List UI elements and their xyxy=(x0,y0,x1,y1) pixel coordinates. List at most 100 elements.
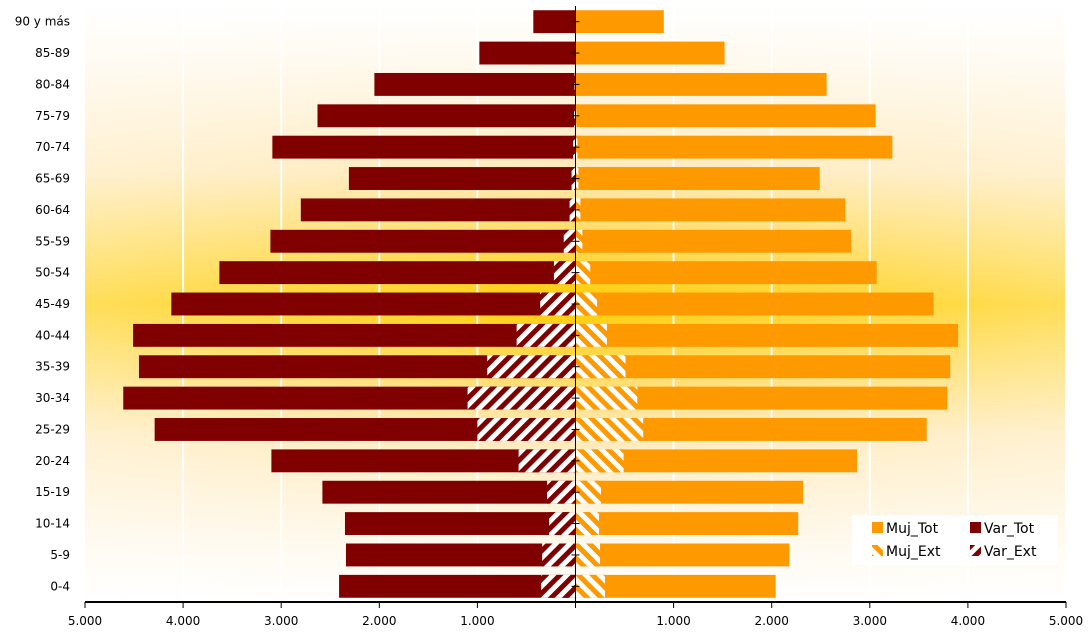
bar-muj-tot-70-74 xyxy=(575,135,893,159)
axes: 0-4 5-9 10-14 15-19 20-24 25-29 30-34 35-39 40-4… xyxy=(15,6,1083,628)
bar-muj-ext-45-49 xyxy=(575,292,598,316)
bar-var-ext-45-49 xyxy=(540,292,576,316)
bar-muj-tot-15-19 xyxy=(575,480,804,504)
bar-var-tot-75-79 xyxy=(317,104,576,128)
bar-var-tot-25-29 xyxy=(154,418,576,441)
bar-muj-ext-35-39 xyxy=(575,355,626,379)
x-tick-label: 5.000 xyxy=(1049,614,1083,628)
y-tick-label: 20-24 xyxy=(35,454,70,468)
bars xyxy=(123,10,959,598)
bar-var-ext-40-44 xyxy=(516,323,576,347)
y-tick-label: 15-19 xyxy=(35,485,70,499)
x-tick-label: 5.000 xyxy=(68,614,102,628)
bar-var-ext-0-4 xyxy=(541,574,576,598)
bar-var-tot-45-49 xyxy=(171,292,576,316)
bar-var-tot-30-34 xyxy=(123,386,576,410)
y-tick-label: 65-69 xyxy=(35,172,70,186)
y-tick-label: 55-59 xyxy=(35,234,70,248)
y-tick-label: 30-34 xyxy=(35,391,70,405)
bar-var-tot-5-9 xyxy=(345,543,576,567)
y-tick-label: 0-4 xyxy=(50,579,70,593)
bar-var-ext-5-9 xyxy=(542,543,576,567)
x-tick-label: 4.000 xyxy=(951,614,985,628)
bar-muj-tot-25-29 xyxy=(575,418,927,441)
y-tick-label: 35-39 xyxy=(35,360,70,374)
legend-swatch-muj-ext xyxy=(872,545,883,556)
bar-var-tot-60-64 xyxy=(300,198,576,222)
bar-muj-ext-50-54 xyxy=(575,261,591,285)
bar-var-tot-40-44 xyxy=(133,323,576,347)
y-tick-label: 40-44 xyxy=(35,328,70,342)
bar-muj-tot-75-79 xyxy=(575,104,876,128)
bar-var-ext-20-24 xyxy=(518,449,576,473)
x-tick-label: 4.000 xyxy=(166,614,200,628)
bar-var-ext-25-29 xyxy=(477,418,576,441)
bar-muj-tot-10-14 xyxy=(575,512,799,536)
x-tick-label: 3.000 xyxy=(264,614,298,628)
bar-muj-tot-35-39 xyxy=(575,355,951,379)
legend: Muj_Tot Var_Tot Muj_Ext Var_Ext xyxy=(852,515,1058,565)
bar-muj-ext-0-4 xyxy=(575,574,605,598)
bar-var-tot-0-4 xyxy=(339,574,576,598)
bar-var-ext-55-59 xyxy=(563,229,576,253)
y-tick-label: 45-49 xyxy=(35,297,70,311)
bar-muj-ext-30-34 xyxy=(575,386,638,410)
bar-muj-tot-20-24 xyxy=(575,449,858,473)
bar-muj-tot-90-y-más xyxy=(575,10,664,34)
x-tick-label: 2.000 xyxy=(362,614,396,628)
bar-var-tot-80-84 xyxy=(374,72,576,96)
x-tick-label: 1.000 xyxy=(656,614,690,628)
bar-var-tot-10-14 xyxy=(344,512,576,536)
y-tick-label: 75-79 xyxy=(35,109,70,123)
y-tick-label: 85-89 xyxy=(35,46,70,60)
y-tick-label: 50-54 xyxy=(35,266,70,280)
legend-swatch-muj-tot xyxy=(872,522,883,533)
bar-var-ext-15-19 xyxy=(547,480,576,504)
legend-label: Muj_Ext xyxy=(886,544,941,560)
bar-muj-tot-85-89 xyxy=(575,41,725,65)
bar-muj-tot-55-59 xyxy=(575,229,852,253)
bar-muj-tot-40-44 xyxy=(575,323,959,347)
bar-var-tot-20-24 xyxy=(271,449,576,473)
y-tick-label: 80-84 xyxy=(35,77,70,91)
bar-muj-ext-20-24 xyxy=(575,449,624,473)
x-tick-label: 3.000 xyxy=(853,614,887,628)
bar-muj-tot-50-54 xyxy=(575,261,877,285)
bar-var-ext-10-14 xyxy=(549,512,576,536)
legend-label: Var_Tot xyxy=(984,521,1035,537)
y-tick-label: 25-29 xyxy=(35,422,70,436)
y-tick-label: 90 y más xyxy=(15,15,70,29)
bar-muj-tot-5-9 xyxy=(575,543,790,567)
bar-muj-tot-65-69 xyxy=(575,167,820,190)
y-tick-label: 5-9 xyxy=(50,548,70,562)
bar-var-tot-70-74 xyxy=(272,135,576,159)
bar-var-tot-65-69 xyxy=(348,167,576,190)
y-tick-label: 70-74 xyxy=(35,140,70,154)
legend-label: Muj_Tot xyxy=(886,521,939,537)
bar-muj-ext-5-9 xyxy=(575,543,601,567)
bar-var-tot-90-y-más xyxy=(533,10,576,34)
bar-muj-tot-0-4 xyxy=(575,574,776,598)
bar-var-tot-35-39 xyxy=(138,355,576,379)
bar-muj-tot-45-49 xyxy=(575,292,934,316)
bar-var-ext-30-34 xyxy=(467,386,576,410)
x-tick-label: 1.000 xyxy=(460,614,494,628)
legend-label: Var_Ext xyxy=(984,544,1037,560)
legend-swatch-var-ext xyxy=(970,545,981,556)
y-tick-label: 10-14 xyxy=(35,517,70,531)
bar-var-ext-50-54 xyxy=(553,261,576,285)
bar-var-tot-15-19 xyxy=(322,480,576,504)
bar-muj-ext-15-19 xyxy=(575,480,602,504)
bar-var-tot-55-59 xyxy=(270,229,576,253)
bar-muj-tot-80-84 xyxy=(575,72,827,96)
bar-muj-ext-25-29 xyxy=(575,418,644,441)
bar-var-ext-35-39 xyxy=(487,355,576,379)
bar-muj-tot-30-34 xyxy=(575,386,948,410)
bar-muj-ext-10-14 xyxy=(575,512,600,536)
y-tick-label: 60-64 xyxy=(35,203,70,217)
bar-muj-ext-40-44 xyxy=(575,323,607,347)
x-tick-label: 2.000 xyxy=(755,614,789,628)
bar-var-tot-85-89 xyxy=(479,41,576,65)
legend-swatch-var-tot xyxy=(970,522,981,533)
